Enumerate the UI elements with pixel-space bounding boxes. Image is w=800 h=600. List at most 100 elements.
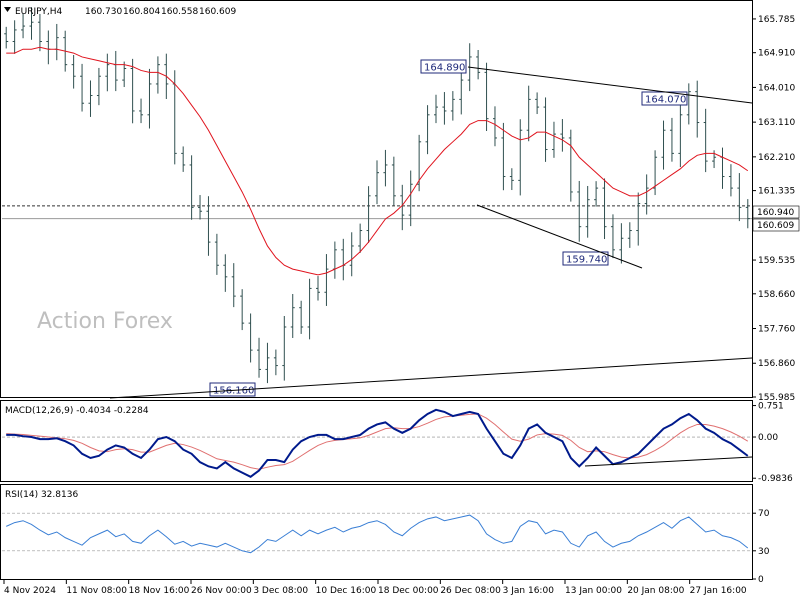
- macd-title: MACD(12,26,9) -0.4034 -0.2284: [5, 406, 149, 416]
- price-axis-tick-label: 163.110: [758, 118, 795, 128]
- price-bar: [299, 300, 304, 334]
- price-axis-tick-label: 156.860: [758, 359, 795, 369]
- price-axis-tick-label: 161.335: [758, 187, 795, 197]
- macd-line: [6, 408, 749, 478]
- macd-series-layer: [2, 408, 752, 478]
- price-bar: [661, 120, 666, 170]
- price-bar: [71, 55, 76, 89]
- price-bar: [21, 13, 26, 39]
- price-bar: [12, 20, 17, 54]
- price-bar: [442, 92, 447, 125]
- label-high-dec: 164.890: [420, 59, 467, 74]
- rsi-panel: [0, 484, 753, 580]
- time-axis-tick-label: 3 Dec 08:00: [253, 586, 308, 596]
- price-bar: [349, 232, 354, 277]
- price-bar: [307, 278, 312, 340]
- price-bar: [594, 181, 599, 207]
- price-bar: [644, 174, 649, 215]
- chart-header: EURJPY,H4 160.730 160.804 160.558 160.60…: [4, 7, 236, 17]
- price-bar: [206, 196, 211, 256]
- price-bar: [737, 173, 742, 222]
- price-bar: [324, 254, 329, 306]
- price-bar: [400, 184, 405, 231]
- price-axis-tick-label: 162.210: [758, 153, 795, 163]
- header-low: 160.558: [161, 7, 198, 17]
- price-bar: [408, 170, 413, 227]
- price-axis-tick-label: 164.010: [758, 83, 795, 93]
- price-bar: [282, 315, 287, 381]
- price-bar: [560, 119, 565, 152]
- price-bar: [257, 337, 262, 378]
- price-bar: [122, 61, 127, 88]
- price-bar: [383, 149, 388, 187]
- price-bar: [198, 195, 203, 220]
- price-bar: [316, 276, 321, 301]
- price-bar: [577, 180, 582, 242]
- price-bar: [728, 164, 733, 197]
- price-axis-tick-label: 159.535: [758, 256, 795, 266]
- price-bar: [391, 156, 396, 206]
- price-axis-tick-label: 165.785: [758, 15, 795, 25]
- price-bar: [366, 186, 371, 243]
- time-axis-tick-label: 20 Jan 08:00: [627, 586, 684, 596]
- header-close: 160.609: [199, 7, 236, 17]
- macd-signal-line: [6, 413, 749, 470]
- price-bar: [80, 63, 85, 112]
- price-axis-tick-label: 158.660: [758, 290, 795, 300]
- time-axis-tick-label: 26 Dec 08:00: [440, 586, 501, 596]
- price-bar: [476, 49, 481, 80]
- price-bar: [433, 94, 438, 124]
- price-bar: [88, 80, 93, 117]
- price-bar: [509, 168, 514, 191]
- header-high: 160.804: [123, 7, 160, 17]
- price-axis-tick-label: 155.985: [758, 393, 795, 403]
- price-bar: [29, 7, 34, 40]
- price-bar: [181, 146, 186, 172]
- time-axis-tick-label: 18 Dec 00:00: [378, 586, 439, 596]
- price-bar: [425, 105, 430, 155]
- price-bar: [678, 99, 683, 168]
- price-bar: [636, 192, 641, 246]
- time-axis-tick-label: 11 Nov 08:00: [66, 586, 127, 596]
- price-bar: [358, 223, 363, 253]
- macd-axis-tick-label: -0.9836: [758, 474, 793, 484]
- price-bar: [147, 68, 152, 129]
- price-bar: [248, 313, 253, 363]
- price-bar: [417, 134, 422, 192]
- price-bar: [105, 53, 110, 92]
- time-axis-tick-label: 26 Nov 00:00: [191, 586, 252, 596]
- lower-channel-trendline: [476, 204, 643, 269]
- price-bar: [627, 222, 632, 248]
- label-low-jan: 159.740: [562, 251, 609, 266]
- price-bar: [484, 62, 489, 132]
- price-bar: [526, 85, 531, 142]
- time-axis-tick-label: 3 Jan 16:00: [503, 586, 555, 596]
- price-series-layer: [2, 7, 752, 384]
- rsi-line: [6, 514, 749, 554]
- price-bar: [189, 155, 194, 220]
- macd-axis-tick-label: 0.751: [758, 402, 784, 412]
- price-bar: [492, 106, 497, 147]
- time-axis-tick-label: 13 Jan 00:00: [565, 586, 622, 596]
- svg-text:160.940: 160.940: [757, 208, 794, 218]
- svg-text:164.070: 164.070: [645, 95, 686, 106]
- svg-text:160.609: 160.609: [757, 221, 794, 231]
- price-bar: [686, 83, 691, 125]
- rsi-axis-tick-label: 0: [758, 575, 764, 585]
- time-axis-tick-label: 18 Nov 16:00: [129, 586, 190, 596]
- rsi-title: RSI(14) 32.8136: [5, 490, 78, 500]
- price-bar: [223, 254, 228, 292]
- rsi-axis-tick-label: 30: [758, 547, 770, 557]
- macd-axis-tick-label: 0.00: [758, 433, 778, 443]
- dropdown-triangle-icon[interactable]: [4, 7, 11, 12]
- label-low-dec: 156.160: [209, 382, 256, 397]
- support-trendline: [109, 357, 753, 399]
- price-bar: [290, 293, 295, 338]
- price-bar: [619, 223, 624, 264]
- price-bar: [214, 233, 219, 275]
- price-bar: [130, 58, 135, 124]
- price-bar: [139, 98, 144, 124]
- price-bar: [518, 119, 523, 196]
- header-open: 160.730: [85, 7, 122, 17]
